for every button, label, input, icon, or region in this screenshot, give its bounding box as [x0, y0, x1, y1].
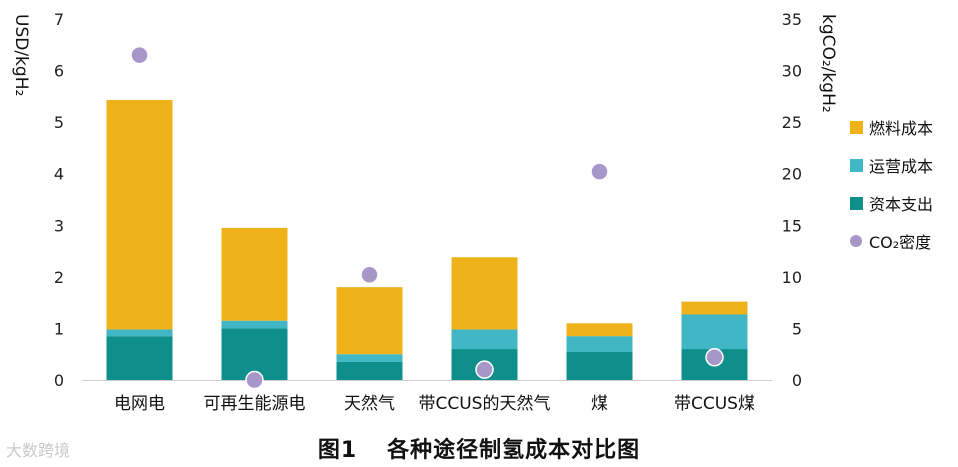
legend-swatch-opex: [850, 158, 863, 172]
x-category-label: 可再生能源电: [204, 394, 306, 414]
y-right-tick-label: 20: [782, 165, 802, 184]
y-right-tick-label: 5: [792, 319, 802, 338]
y-left-tick-label: 3: [54, 216, 64, 235]
bar-segment: [106, 99, 173, 330]
legend: 燃料成本 运营成本 资本支出 CO₂密度: [850, 108, 933, 260]
figure-caption: 图1 各种途径制氢成本对比图: [0, 432, 958, 464]
y-right-tick-label: 25: [782, 113, 802, 132]
y-left-tick-label: 7: [54, 10, 64, 29]
y-left-tick-label: 6: [54, 62, 64, 81]
x-category-label: 煤: [591, 394, 608, 414]
legend-item-opex: 运营成本: [850, 146, 933, 184]
co2-points: [130, 45, 724, 390]
y-left-tick-label: 4: [54, 165, 64, 184]
bar-segment: [566, 351, 633, 380]
labels: 0 1 2 3 4 5 6 7 0 5 10 15 20 25 30 35 USD/kgH₂ kgCO₂/kgH₂…: [11, 10, 838, 414]
bar-segment: [336, 287, 403, 355]
y-right-tick-label: 15: [782, 216, 802, 235]
y-left-tick-label: 0: [54, 371, 64, 390]
bar-segment: [566, 323, 633, 337]
co2-point: [590, 162, 609, 181]
legend-label-co2: CO₂密度: [869, 233, 932, 252]
y-left-tick-label: 1: [54, 319, 64, 338]
co2-point: [245, 370, 264, 390]
co2-point: [705, 348, 724, 367]
bar-segment: [106, 336, 173, 380]
x-category-label: 带CCUS煤: [674, 394, 755, 414]
bars: [106, 99, 748, 380]
legend-label-capex: 资本支出: [869, 195, 934, 214]
x-category-label: 带CCUS的天然气: [419, 394, 551, 414]
bar-segment: [336, 354, 403, 362]
y-left-tick-label: 5: [54, 113, 64, 132]
co2-point: [360, 265, 379, 285]
legend-dot-co2: [850, 235, 862, 247]
bar-segment: [221, 320, 288, 329]
y-right-tick-label: 0: [792, 371, 802, 390]
bar-segment: [221, 227, 288, 321]
y-right-tick-label: 30: [782, 62, 802, 81]
caption-number: 图1: [317, 438, 358, 463]
bar-segment: [106, 329, 173, 337]
co2-point: [130, 45, 149, 65]
bar-segment: [566, 336, 633, 352]
bar-segment: [681, 314, 748, 350]
legend-swatch-capex: [850, 196, 863, 210]
legend-label-fuel: 燃料成本: [869, 119, 934, 138]
caption-title: 各种途径制氢成本对比图: [387, 438, 641, 463]
legend-item-capex: 资本支出: [850, 184, 933, 222]
y-right-tick-label: 10: [782, 268, 802, 287]
y-left-axis-title: USD/kgH₂: [11, 14, 31, 96]
legend-item-fuel: 燃料成本: [850, 108, 933, 146]
legend-item-co2: CO₂密度: [850, 222, 933, 260]
x-category-label: 电网电: [114, 394, 165, 414]
legend-swatch-fuel: [850, 120, 863, 134]
y-left-tick-label: 2: [54, 268, 64, 287]
bar-segment: [451, 257, 518, 330]
watermark: 大数跨境: [6, 441, 71, 460]
y-right-tick-label: 35: [782, 10, 802, 29]
bar-segment: [681, 301, 748, 315]
x-category-label: 天然气: [344, 394, 395, 414]
bar-segment: [336, 361, 403, 380]
bar-segment: [451, 329, 518, 350]
legend-label-opex: 运营成本: [869, 157, 934, 176]
y-right-axis-title: kgCO₂/kgH₂: [818, 14, 838, 113]
co2-point: [475, 360, 494, 379]
